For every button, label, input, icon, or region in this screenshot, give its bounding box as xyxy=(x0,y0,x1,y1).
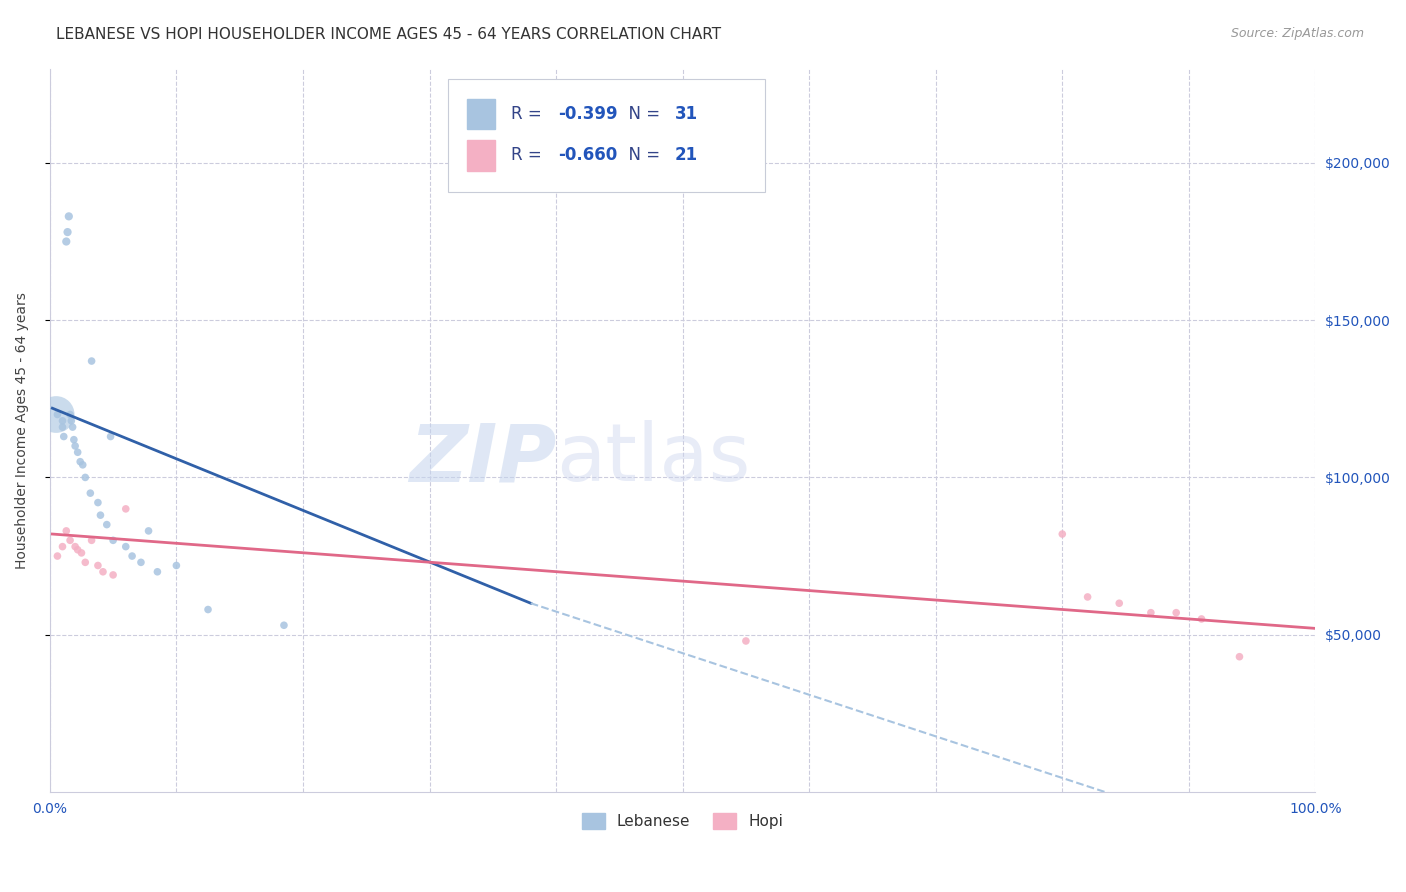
Point xyxy=(1191,612,1213,626)
Point xyxy=(51,414,73,428)
Point xyxy=(58,210,80,224)
Point xyxy=(66,542,89,557)
Point xyxy=(91,565,114,579)
Text: 31: 31 xyxy=(675,105,699,123)
Point xyxy=(114,540,136,554)
Text: -0.660: -0.660 xyxy=(558,146,617,164)
Point xyxy=(197,602,219,616)
Point xyxy=(80,354,103,368)
Point xyxy=(1166,606,1188,620)
Point xyxy=(1052,527,1074,541)
Point xyxy=(60,414,83,428)
Text: R =: R = xyxy=(510,146,547,164)
Text: -0.399: -0.399 xyxy=(558,105,619,123)
Text: LEBANESE VS HOPI HOUSEHOLDER INCOME AGES 45 - 64 YEARS CORRELATION CHART: LEBANESE VS HOPI HOUSEHOLDER INCOME AGES… xyxy=(56,27,721,42)
Point xyxy=(63,433,86,447)
Point xyxy=(101,568,124,582)
Point xyxy=(75,470,97,484)
Point xyxy=(69,455,91,469)
Point xyxy=(100,429,122,443)
Point xyxy=(55,524,77,538)
Text: 21: 21 xyxy=(675,146,699,164)
FancyBboxPatch shape xyxy=(467,99,495,129)
FancyBboxPatch shape xyxy=(467,140,495,170)
Point xyxy=(46,408,69,422)
Point xyxy=(101,533,124,548)
Point xyxy=(63,540,86,554)
Point xyxy=(80,533,103,548)
Point xyxy=(273,618,295,632)
Point xyxy=(121,549,143,563)
Point xyxy=(1108,596,1130,610)
Point xyxy=(165,558,187,573)
Point xyxy=(70,546,93,560)
Point xyxy=(46,549,69,563)
Point xyxy=(1229,649,1251,664)
Point xyxy=(51,420,73,434)
Point xyxy=(146,565,169,579)
Point xyxy=(75,555,97,569)
Point xyxy=(96,517,118,532)
Point xyxy=(45,408,67,422)
Point xyxy=(52,429,75,443)
Point xyxy=(1140,606,1163,620)
Text: atlas: atlas xyxy=(555,420,751,498)
Point xyxy=(138,524,160,538)
Text: N =: N = xyxy=(619,105,665,123)
Point xyxy=(72,458,94,472)
FancyBboxPatch shape xyxy=(449,79,765,192)
Point xyxy=(55,235,77,249)
Text: N =: N = xyxy=(619,146,665,164)
Y-axis label: Householder Income Ages 45 - 64 years: Householder Income Ages 45 - 64 years xyxy=(15,292,30,569)
Text: ZIP: ZIP xyxy=(409,420,555,498)
Point xyxy=(89,508,111,523)
Legend: Lebanese, Hopi: Lebanese, Hopi xyxy=(575,806,790,835)
Point xyxy=(62,420,84,434)
Point xyxy=(79,486,101,500)
Point xyxy=(51,540,73,554)
Point xyxy=(129,555,152,569)
Point xyxy=(66,445,89,459)
Point xyxy=(59,533,82,548)
Point xyxy=(63,439,86,453)
Point xyxy=(56,225,79,239)
Point xyxy=(114,501,136,516)
Point xyxy=(735,634,758,648)
Point xyxy=(87,558,110,573)
Text: Source: ZipAtlas.com: Source: ZipAtlas.com xyxy=(1230,27,1364,40)
Point xyxy=(87,495,110,509)
Point xyxy=(1077,590,1099,604)
Text: R =: R = xyxy=(510,105,547,123)
Point xyxy=(59,408,82,422)
